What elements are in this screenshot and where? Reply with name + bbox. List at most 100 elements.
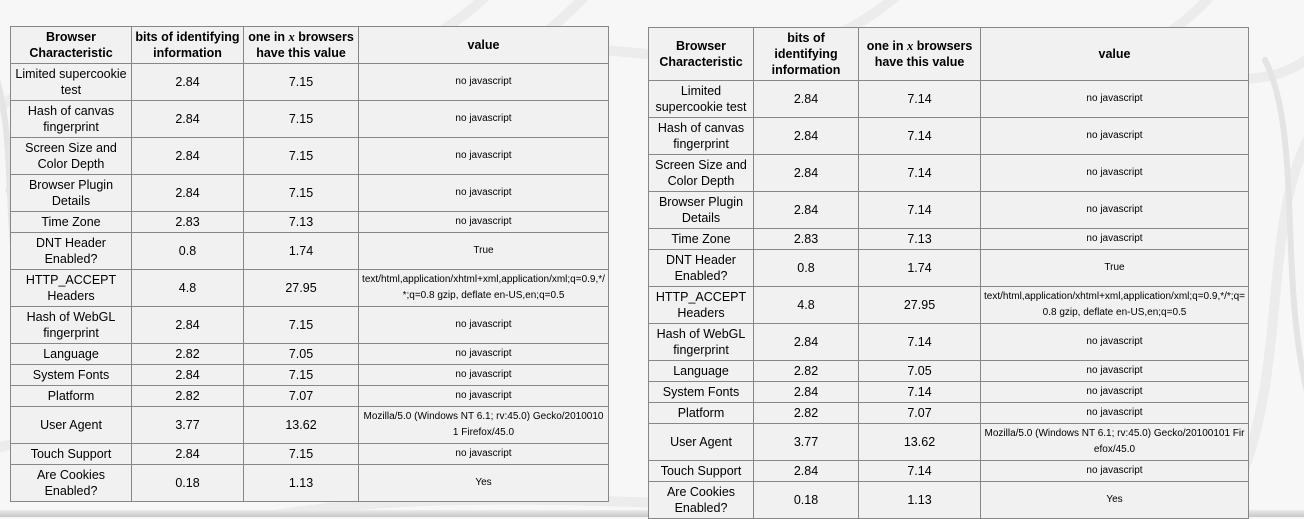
table-row: User Agent 3.77 13.62 Mozilla/5.0 (Windows … bbox=[648, 423, 1249, 461]
value-cell: no javascript bbox=[980, 191, 1249, 229]
header-text: bits of identifying bbox=[774, 31, 838, 61]
table-row: User Agent 3.77 13.62 Mozilla/5.0 (Windows … bbox=[10, 406, 609, 444]
characteristic-cell: Are Cookies Enabled? bbox=[10, 464, 132, 502]
value-cell: no javascript bbox=[980, 228, 1249, 250]
table-row: Screen Size and Color Depth 2.84 7.14 no ja… bbox=[648, 154, 1249, 192]
characteristic-cell: System Fonts bbox=[10, 364, 132, 386]
one-in-x-cell: 1.13 bbox=[243, 464, 359, 502]
one-in-x-cell: 27.95 bbox=[243, 269, 359, 307]
one-in-x-cell: 13.62 bbox=[858, 423, 981, 461]
value-cell: no javascript bbox=[980, 381, 1249, 403]
one-in-x-cell: 7.07 bbox=[858, 402, 981, 424]
table-row: Screen Size and Color Depth 2.84 7.15 no ja… bbox=[10, 137, 609, 175]
results-table-body: Limited supercookie test 2.84 7.15 no javas… bbox=[10, 63, 609, 502]
col-header-one-in-x: one in x browsers have this value bbox=[243, 26, 359, 64]
bits-cell: 2.84 bbox=[753, 381, 859, 403]
bits-cell: 0.18 bbox=[753, 481, 859, 519]
header-text: bits of identifying bbox=[135, 30, 240, 44]
table-row: Platform 2.82 7.07 no javascript bbox=[10, 385, 609, 407]
header-text: information bbox=[771, 63, 841, 77]
one-in-x-cell: 7.15 bbox=[243, 137, 359, 175]
bits-cell: 0.18 bbox=[131, 464, 244, 502]
one-in-x-cell: 7.15 bbox=[243, 306, 359, 344]
value-cell: no javascript bbox=[358, 174, 609, 212]
characteristic-cell: Hash of WebGL fingerprint bbox=[10, 306, 132, 344]
table-row: Browser Plugin Details 2.84 7.14 no javascr… bbox=[648, 191, 1249, 229]
header-text: browsers bbox=[294, 30, 354, 44]
value-cell: no javascript bbox=[358, 137, 609, 175]
bits-cell: 2.84 bbox=[753, 460, 859, 482]
characteristic-cell: Platform bbox=[10, 385, 132, 407]
one-in-x-cell: 7.05 bbox=[858, 360, 981, 382]
table-row: Hash of canvas fingerprint 2.84 7.14 no jav… bbox=[648, 117, 1249, 155]
bits-cell: 2.84 bbox=[131, 137, 244, 175]
value-cell: no javascript bbox=[358, 63, 609, 101]
characteristic-cell: Browser Plugin Details bbox=[10, 174, 132, 212]
one-in-x-cell: 7.14 bbox=[858, 117, 981, 155]
bits-cell: 3.77 bbox=[753, 423, 859, 461]
table-row: Language 2.82 7.05 no javascript bbox=[10, 343, 609, 365]
characteristic-cell: Screen Size and Color Depth bbox=[648, 154, 754, 192]
bits-cell: 2.82 bbox=[131, 343, 244, 365]
value-cell: no javascript bbox=[980, 117, 1249, 155]
table-row: Hash of WebGL fingerprint 2.84 7.15 no java… bbox=[10, 306, 609, 344]
one-in-x-cell: 7.14 bbox=[858, 191, 981, 229]
bits-cell: 2.84 bbox=[753, 323, 859, 361]
one-in-x-cell: 7.14 bbox=[858, 381, 981, 403]
bits-cell: 2.84 bbox=[753, 191, 859, 229]
header-text: Browser bbox=[675, 39, 727, 53]
one-in-x-cell: 7.15 bbox=[243, 100, 359, 138]
characteristic-cell: Hash of canvas fingerprint bbox=[10, 100, 132, 138]
bits-cell: 2.84 bbox=[753, 154, 859, 192]
value-cell: no javascript bbox=[358, 306, 609, 344]
value-cell: no javascript bbox=[980, 323, 1249, 361]
fingerprint-results-table-left: Browser Characteristic bits of identifyin… bbox=[10, 26, 609, 502]
characteristic-cell: Touch Support bbox=[10, 443, 132, 465]
header-text: Browser bbox=[45, 30, 97, 44]
value-cell: no javascript bbox=[358, 385, 609, 407]
one-in-x-cell: 27.95 bbox=[858, 286, 981, 324]
bits-cell: 2.84 bbox=[131, 443, 244, 465]
characteristic-cell: Language bbox=[648, 360, 754, 382]
one-in-x-cell: 1.74 bbox=[858, 249, 981, 287]
col-header-value: value bbox=[358, 26, 609, 64]
one-in-x-cell: 7.13 bbox=[858, 228, 981, 250]
table-row: Platform 2.82 7.07 no javascript bbox=[648, 402, 1249, 424]
fingerprint-results-table-right: Browser Characteristic bits of identifyin… bbox=[648, 27, 1249, 519]
value-cell: text/html,application/xhtml+xml,applicat… bbox=[980, 286, 1249, 324]
bits-cell: 2.84 bbox=[131, 174, 244, 212]
one-in-x-cell: 1.13 bbox=[858, 481, 981, 519]
value-cell: True bbox=[358, 232, 609, 270]
table-row: Touch Support 2.84 7.15 no javascript bbox=[10, 443, 609, 465]
col-header-characteristic: Browser Characteristic bbox=[10, 26, 132, 64]
value-cell: Yes bbox=[980, 481, 1249, 519]
col-header-characteristic: Browser Characteristic bbox=[648, 27, 754, 81]
table-row: Limited supercookie test 2.84 7.14 no javas… bbox=[648, 80, 1249, 118]
table-row: Time Zone 2.83 7.13 no javascript bbox=[10, 211, 609, 233]
table-row: Are Cookies Enabled? 0.18 1.13 Yes bbox=[648, 481, 1249, 519]
table-row: Are Cookies Enabled? 0.18 1.13 Yes bbox=[10, 464, 609, 502]
col-header-bits: bits of identifying information bbox=[131, 26, 244, 64]
header-text: one in bbox=[248, 30, 289, 44]
value-cell: no javascript bbox=[980, 154, 1249, 192]
bits-cell: 2.82 bbox=[753, 360, 859, 382]
table-row: HTTP_ACCEPT Headers 4.8 27.95 text/html,app… bbox=[648, 286, 1249, 324]
table-row: System Fonts 2.84 7.15 no javascript bbox=[10, 364, 609, 386]
header-text: have this value bbox=[874, 55, 965, 69]
characteristic-cell: System Fonts bbox=[648, 381, 754, 403]
characteristic-cell: User Agent bbox=[10, 406, 132, 444]
header-text: browsers bbox=[913, 39, 973, 53]
bits-cell: 0.8 bbox=[753, 249, 859, 287]
characteristic-cell: Platform bbox=[648, 402, 754, 424]
value-cell: Mozilla/5.0 (Windows NT 6.1; rv:45.0) Ge… bbox=[358, 406, 609, 444]
bits-cell: 2.82 bbox=[131, 385, 244, 407]
bits-cell: 4.8 bbox=[131, 269, 244, 307]
one-in-x-cell: 7.05 bbox=[243, 343, 359, 365]
col-header-one-in-x: one in x browsers have this value bbox=[858, 27, 981, 81]
value-cell: text/html,application/xhtml+xml,applicat… bbox=[358, 269, 609, 307]
one-in-x-cell: 1.74 bbox=[243, 232, 359, 270]
value-cell: no javascript bbox=[980, 460, 1249, 482]
table-row: Language 2.82 7.05 no javascript bbox=[648, 360, 1249, 382]
header-text: information bbox=[153, 46, 222, 60]
value-cell: no javascript bbox=[980, 402, 1249, 424]
